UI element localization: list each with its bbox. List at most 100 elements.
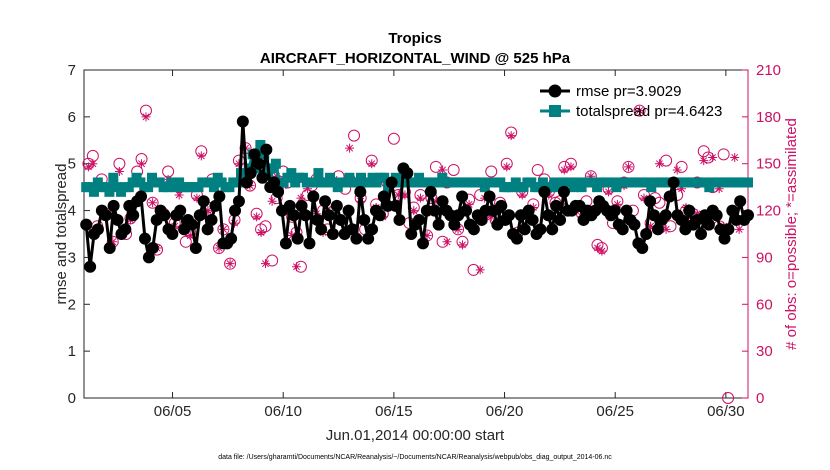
chart-title: Tropics [388, 30, 441, 47]
obs-possible-marker [660, 154, 673, 167]
totalspread-point [108, 172, 119, 183]
x-axis-label: Jun.01,2014 00:00:00 start [326, 427, 505, 444]
y-tick-label: 6 [68, 109, 76, 126]
obs-assimilated-marker [415, 193, 425, 203]
totalspread-point [309, 177, 320, 188]
obs-assimilated-marker [88, 159, 98, 169]
rmse-point [326, 228, 339, 240]
rmse-point [107, 199, 120, 212]
obs-assimilated-marker [174, 190, 184, 200]
obs-possible-marker [224, 257, 237, 270]
obs-assimilated-marker [256, 227, 266, 237]
rmse-point [483, 190, 496, 203]
obs-assimilated-marker [661, 224, 671, 234]
totalspread-point [286, 168, 297, 179]
x-tick-label: 06/25 [596, 403, 634, 420]
rmse-point [495, 199, 508, 212]
rmse-point [710, 209, 723, 222]
rmse-point [534, 223, 547, 236]
rmse-point [236, 115, 249, 128]
rmse-point [467, 223, 480, 236]
rmse-point [330, 199, 343, 212]
right-y-axis: 0 30 60 90 120 150 180 210 [742, 62, 781, 407]
obs-possible-marker [633, 104, 646, 117]
rmse-point [135, 190, 148, 203]
obs-assimilated-marker [185, 231, 195, 241]
rmse-point [518, 223, 531, 236]
rmse-point [675, 213, 688, 226]
y-axis-label: rmse and totalspread [53, 164, 70, 305]
totalspread-point [208, 182, 219, 193]
x-axis: 06/05 06/10 06/15 06/20 06/25 06/30 [154, 70, 745, 420]
rmse-point [91, 223, 104, 236]
legend-spread-marker [549, 105, 561, 117]
obs-assimilated-marker [114, 167, 124, 177]
rmse-point [229, 204, 242, 217]
rmse-point [213, 190, 226, 203]
rmse-point [244, 167, 257, 180]
obs-assimilated-marker [597, 246, 607, 256]
rmse-point [99, 209, 112, 222]
y-right-tick-label: 150 [756, 156, 781, 173]
x-tick-label: 06/15 [375, 403, 413, 420]
rmse-point [742, 209, 754, 222]
rmse-point [84, 260, 97, 273]
obs-assimilated-marker [464, 199, 474, 209]
obs-assimilated-marker [393, 190, 403, 200]
rmse-point [373, 209, 386, 222]
rmse-point [538, 185, 551, 198]
obs-assimilated-marker [422, 231, 432, 241]
rmse-point [174, 204, 187, 217]
rmse-point [718, 232, 731, 245]
obs-assimilated-marker [592, 243, 602, 253]
obs-assimilated-marker [272, 171, 282, 181]
obs-assimilated-marker [438, 165, 448, 175]
x-tick-label: 06/30 [707, 403, 745, 420]
rmse-point [726, 204, 739, 217]
rmse-point [377, 190, 390, 203]
obs-assimilated-marker [672, 165, 682, 175]
rmse-series [80, 115, 754, 273]
rmse-point [299, 209, 312, 222]
rmse-point [413, 213, 426, 226]
rmse-point [209, 199, 222, 212]
rmse-point [80, 218, 93, 231]
obs-possible-marker [531, 163, 544, 176]
obs-assimilated-marker [734, 224, 744, 234]
obs-assimilated-marker [517, 190, 527, 200]
obs-assimilated-marker [486, 212, 496, 222]
obs-assimilated-marker [506, 131, 516, 141]
obs-assimilated-marker [677, 184, 687, 194]
rmse-point [628, 218, 641, 231]
totalspread-point [270, 158, 281, 169]
rmse-point [350, 232, 363, 245]
rmse-point [158, 209, 171, 222]
obs-possible-marker [622, 160, 635, 173]
rmse-point [644, 195, 657, 208]
rmse-point [389, 199, 402, 212]
rmse-point [295, 199, 308, 212]
obs-possible-marker [259, 220, 272, 233]
obs-assimilated-marker [141, 112, 151, 122]
rmse-point [342, 204, 355, 217]
obs-assimilated-marker [654, 159, 664, 169]
rmse-point [240, 176, 253, 189]
rmse-point [393, 213, 406, 226]
obs-assimilated-marker [137, 159, 147, 169]
y-right-tick-label: 180 [756, 109, 781, 126]
rmse-point [620, 204, 633, 217]
y-tick-label: 0 [68, 390, 76, 407]
legend-spread-label: totalspread pr=4.6423 [576, 103, 722, 120]
obs-assimilated-marker [83, 162, 93, 172]
rmse-point [695, 228, 708, 240]
rmse-point [142, 251, 155, 264]
rmse-point [460, 204, 473, 217]
obs-assimilated-marker [623, 162, 633, 172]
rmse-point [138, 232, 151, 245]
left-y-axis: 0 1 2 3 4 5 6 7 [68, 62, 90, 407]
totalspread-point [255, 139, 266, 150]
obs-possible-marker [146, 196, 159, 209]
obs-assimilated-marker [699, 156, 709, 166]
rmse-point [205, 213, 218, 226]
obs-assimilated-marker [400, 190, 410, 200]
